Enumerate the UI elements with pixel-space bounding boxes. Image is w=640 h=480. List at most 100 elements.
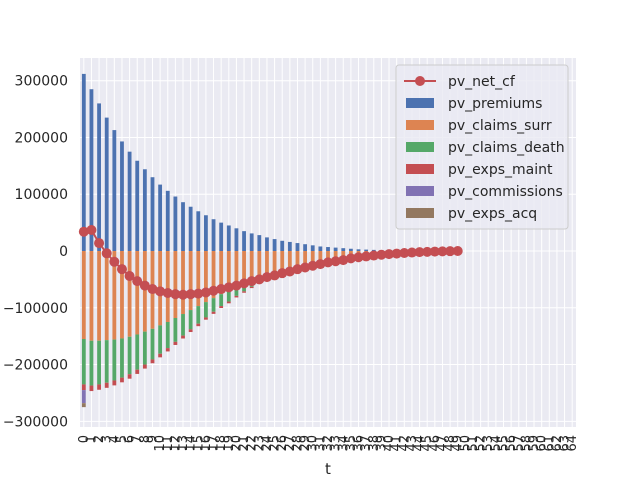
net-cf-point [338,255,349,266]
net-cf-point [162,288,173,299]
bar-pv_claims_surr [89,251,94,341]
bar-pv_premiums [165,190,170,252]
bar-pv_premiums [89,89,94,252]
bar-pv_claims_surr [348,251,353,256]
x-tick-label: 39 [374,435,389,452]
x-tick-label: 27 [283,435,298,452]
x-tick-label: 53 [481,435,496,452]
net-cf-point [330,256,341,267]
net-cf-point [452,246,463,257]
bar-pv_claims_surr [97,251,101,341]
x-tick-label: 36 [352,435,367,452]
x-tick-label: 47 [435,435,450,452]
bar-pv_premiums [196,211,201,252]
x-tick-label: 25 [268,435,283,452]
y-tick-labels: −300000 −200000 −100000 0 100000 200000 300000 [3,74,68,431]
bar-pv_premiums [173,196,178,252]
bar-pv_claims_surr [310,251,315,262]
x-tick-label: 16 [199,435,214,452]
bar-pv_premiums [310,245,315,252]
bar-pv_claims_surr [242,251,246,284]
net-cf-point [391,248,402,259]
net-cf-point [300,262,311,273]
net-cf-point [261,272,272,283]
bar-pv_exps_maint [249,286,254,289]
bar-pv_claims_surr [295,251,300,265]
net-cf-point [254,274,265,285]
bar-pv_exps_maint [112,380,117,386]
bar-pv_premiums [341,248,346,252]
legend-label: pv_claims_death [448,140,565,156]
bar-pv_claims_surr [112,251,117,340]
net-cf-line [78,225,463,300]
x-tick-label: 42 [397,435,412,452]
bar-pv_claims_surr [287,251,292,267]
bar-pv_claims_surr [226,251,231,291]
net-cf-point [208,285,219,296]
bar-pv_claims_surr [173,251,178,319]
legend-point-marker [415,76,425,86]
bar-pv_exps_maint [242,291,246,293]
bar-pv_exps_maint [89,385,94,392]
x-tick-label: 15 [191,435,206,452]
x-tick-label: 49 [451,435,466,452]
net-cf-point [216,284,227,295]
x-tick-label: 28 [290,435,305,452]
bar-pv_exps_maint [173,341,178,345]
legend-label: pv_exps_maint [448,162,553,178]
bar-pv_claims_death [173,318,178,342]
y-tick-label: 200000 [15,130,68,146]
bar-pv_exps_maint [135,369,140,374]
net-cf-point [406,247,417,258]
x-tick-label: 62 [550,435,565,452]
net-cf-point [361,251,372,262]
bar-pv_claims_surr [196,251,201,307]
x-tick-label: 52 [474,435,489,452]
net-cf-point [109,256,120,267]
net-cf-point [292,264,303,275]
bar-pv_claims_death [204,302,208,318]
bar-pv_premiums [142,169,147,252]
net-cf-point [101,248,112,259]
x-tick-label: 17 [207,435,222,452]
net-cf-point [124,270,135,281]
legend-swatch [406,164,434,174]
bar-pv_claims_death [150,328,155,360]
x-tick-label: 6 [123,435,138,443]
bar-pv_claims_surr [249,251,254,280]
net-cf-point [353,252,364,263]
bar-pv_claims_death [97,340,101,385]
net-cf-point [345,253,356,264]
bar-pv_claims_death [226,290,231,302]
net-cf-point [277,268,288,279]
x-tick-label: 33 [329,435,344,452]
x-tick-label: 13 [176,435,191,452]
x-tick-label: 8 [138,435,153,443]
bar-pv_premiums [326,247,330,252]
bar-pv_exps_maint [226,301,231,304]
y-tick-label: 300000 [15,74,68,90]
bar-pv_premiums [356,249,361,252]
net-cf-point [422,246,433,257]
x-tick-label: 4 [107,435,122,443]
bar-pv_claims_surr [272,251,277,272]
x-tick-label: 18 [214,435,229,452]
bar-pv_claims_surr [234,251,239,287]
bar-pv_exps_maint [188,329,193,333]
x-tick-label: 41 [390,435,405,452]
x-tick-label: 19 [222,435,237,452]
net-cf-point [269,270,280,281]
net-cf-point [155,286,166,297]
x-tick-label: 14 [184,435,199,452]
x-tick-label: 58 [519,435,534,452]
bar-pv_claims_death [104,340,109,383]
x-tick-label: 31 [313,435,328,452]
bar-pv_premiums [348,248,353,252]
x-tick-label: 7 [130,435,145,443]
bar-pv_exps_maint [204,317,208,320]
y-tick-label: −100000 [3,301,68,317]
bar-pv_exps_maint [127,374,132,379]
x-tick-label: 9 [145,435,160,443]
x-tick-label: 48 [443,435,458,452]
